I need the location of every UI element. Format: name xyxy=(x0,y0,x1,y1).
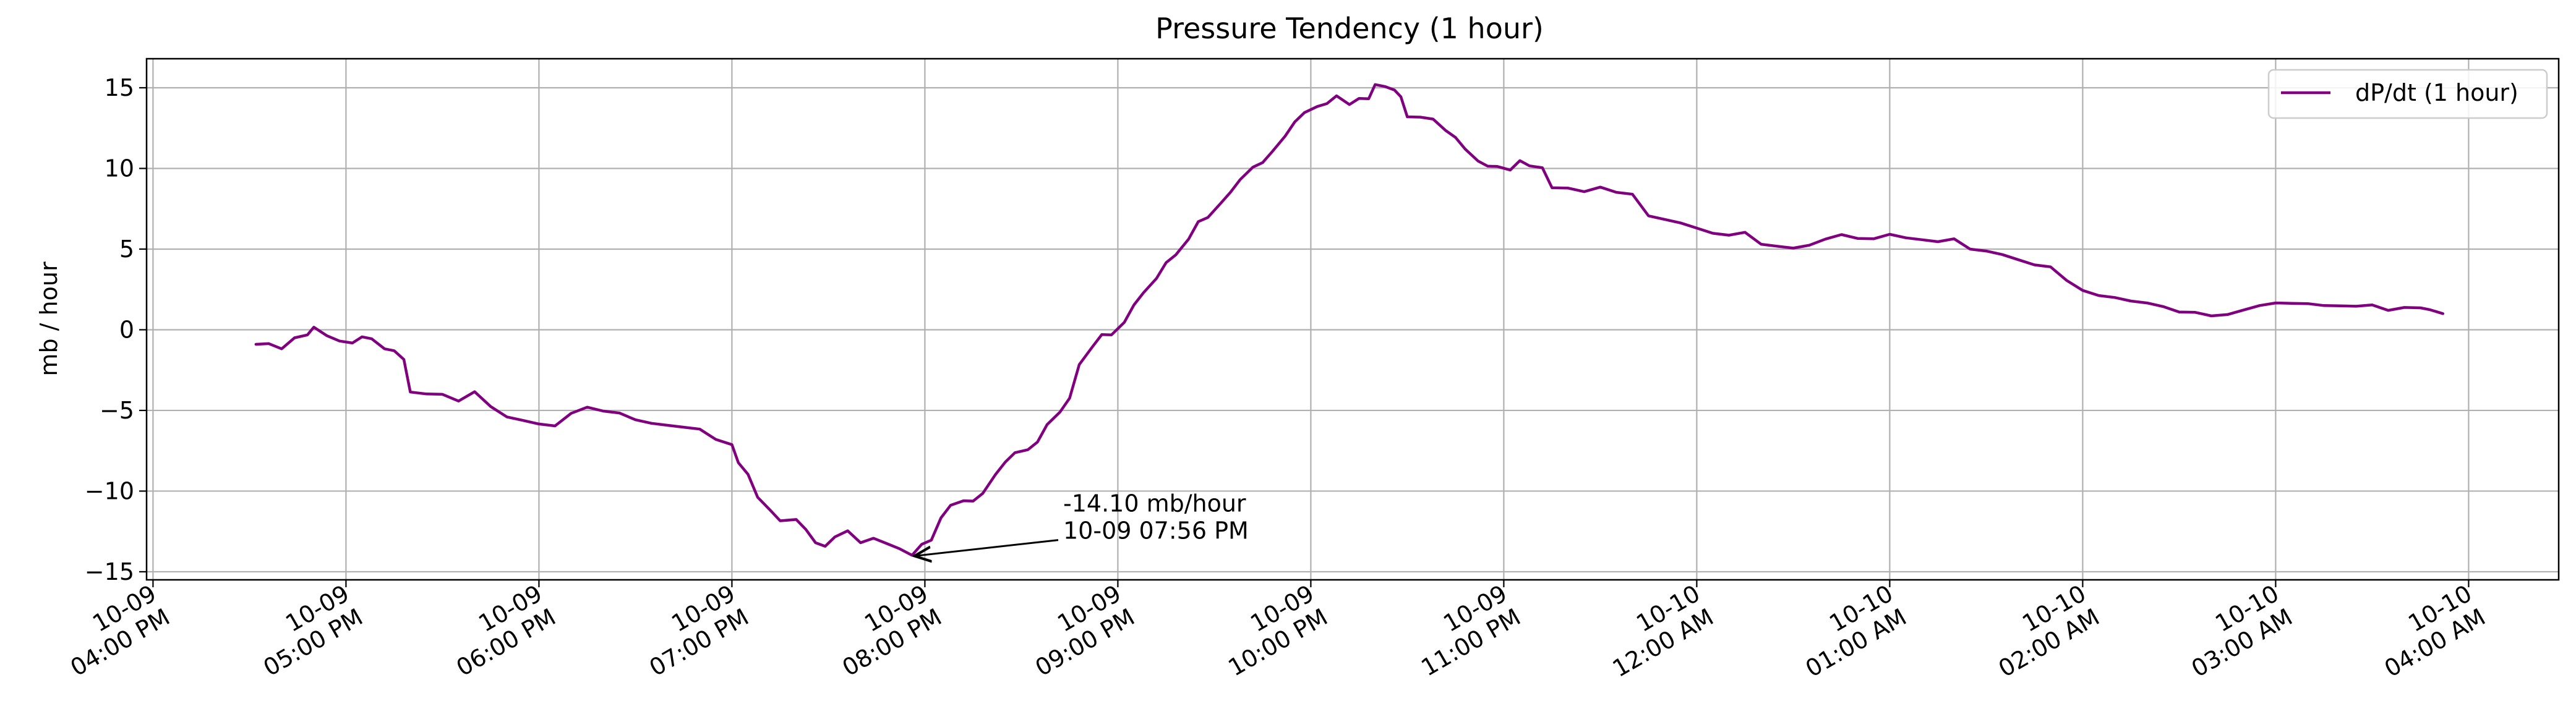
y-tick-label: 15 xyxy=(105,74,134,101)
y-tick-label: −10 xyxy=(85,477,134,504)
y-tick-label: −15 xyxy=(85,558,134,585)
plot-area-frame xyxy=(145,57,2560,581)
grid-lines xyxy=(147,59,2559,580)
y-tick-label: 0 xyxy=(119,316,134,343)
y-axis: −15 −10 −5 0 5 10 15 xyxy=(85,74,147,585)
y-tick-label: −5 xyxy=(100,397,134,424)
y-tick-label: 10 xyxy=(105,155,134,182)
annotation-arrow xyxy=(915,539,1059,556)
y-axis-label: mb / hour xyxy=(35,261,62,376)
annotation-value-text: -14.10 mb/hour xyxy=(1063,490,1246,517)
series-line-dpdt xyxy=(254,83,2445,557)
legend: dP/dt (1 hour) xyxy=(2267,69,2548,119)
annotation: -14.10 mb/hour 10-09 07:56 PM xyxy=(915,490,1249,556)
legend-box xyxy=(2267,69,2548,119)
y-tick-label: 5 xyxy=(119,236,134,263)
legend-label: dP/dt (1 hour) xyxy=(2355,79,2518,106)
chart-title: Pressure Tendency (1 hour) xyxy=(1155,12,1544,45)
series-layer xyxy=(254,83,2445,557)
annotation-time-text: 10-09 07:56 PM xyxy=(1063,517,1249,545)
